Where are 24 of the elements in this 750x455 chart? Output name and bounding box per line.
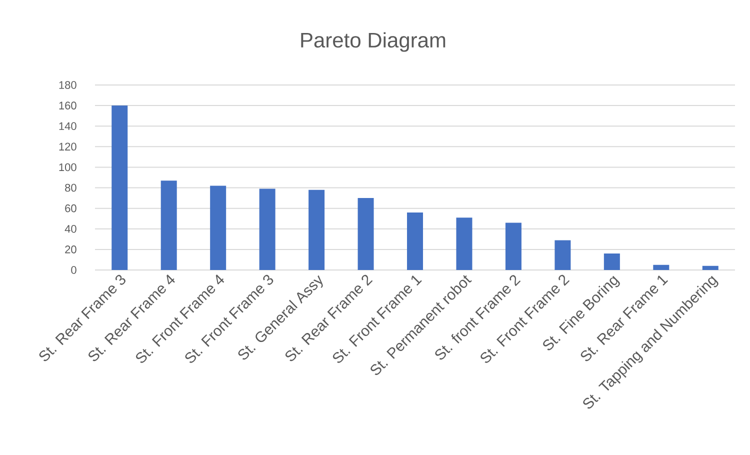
- y-tick-label: 120: [59, 142, 76, 151]
- y-tick-label: 160: [59, 102, 76, 110]
- bar: [653, 264, 670, 270]
- chart-title: Pareto Diagram: [301, 32, 446, 52]
- bar: [505, 222, 522, 270]
- bar: [112, 106, 128, 270]
- bar: [358, 198, 374, 270]
- bar: [554, 240, 571, 270]
- bar: [456, 218, 472, 270]
- y-tick-label: 100: [59, 163, 76, 172]
- bar: [160, 180, 177, 270]
- bar: [604, 254, 620, 270]
- y-tick-label: 180: [59, 81, 76, 89]
- y-tick-label: 40: [64, 224, 76, 233]
- bar: [210, 186, 226, 270]
- y-tick-label: 60: [65, 204, 76, 212]
- bar: [407, 212, 424, 270]
- y-tick-label: 20: [65, 246, 76, 254]
- bar: [702, 266, 718, 270]
- y-tick-label: 80: [65, 184, 76, 192]
- bar: [308, 190, 325, 270]
- bar: [259, 188, 276, 270]
- y-tick-label: 140: [59, 122, 76, 130]
- y-tick-label: 0: [71, 266, 76, 274]
